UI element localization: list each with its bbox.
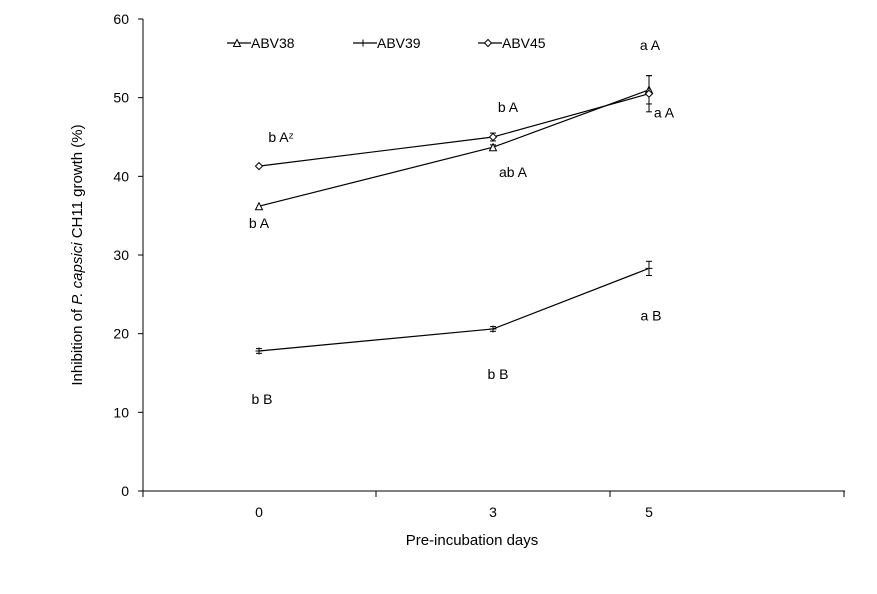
y-tick-label: 60 — [113, 11, 129, 27]
triangle-marker — [254, 201, 264, 211]
legend-item-abv39: ABV39 — [353, 35, 421, 51]
legend-label: ABV45 — [502, 35, 546, 51]
y-axis-title: Inhibition of P. capsici CH11 growth (%) — [69, 124, 86, 385]
triangle-marker — [232, 38, 242, 47]
legend: ABV38 ABV39 ABV45 — [227, 35, 546, 51]
x-axis-title: Pre-incubation days — [406, 532, 539, 549]
y-axis-title-italic: P. capsici — [69, 242, 86, 305]
y-tick-label: 50 — [113, 90, 129, 106]
legend-item-abv45: ABV45 — [478, 35, 546, 51]
y-axis-ticks: 0 10 20 30 40 50 60 — [113, 11, 143, 499]
significance-label: a A — [640, 37, 661, 53]
legend-label: ABV39 — [377, 35, 421, 51]
diamond-marker — [483, 38, 493, 48]
series-abv39 — [255, 260, 653, 355]
significance-label: b A — [249, 215, 270, 231]
series-line — [258, 93, 650, 167]
series-abv38 — [254, 75, 654, 211]
y-tick-label: 20 — [113, 326, 129, 342]
diamond-marker — [254, 161, 264, 171]
y-tick-label: 10 — [113, 404, 129, 420]
series-layer — [254, 75, 654, 355]
significance-label: b A — [498, 99, 519, 115]
x-tick-label: 0 — [255, 504, 263, 520]
significance-label: b B — [487, 366, 508, 382]
triangle-marker — [488, 142, 498, 152]
significance-label: a A — [654, 105, 675, 121]
y-tick-label: 0 — [121, 483, 129, 499]
y-axis-title-suffix: CH11 growth (%) — [69, 124, 86, 242]
y-axis-title-prefix: Inhibition of — [69, 305, 86, 386]
legend-label: ABV38 — [251, 35, 295, 51]
significance-label: b B — [251, 391, 272, 407]
series-line — [258, 267, 650, 352]
significance-label: ab A — [499, 164, 528, 180]
x-tick-label: 3 — [489, 504, 497, 520]
x-axis-ticks: 0 3 5 — [142, 491, 845, 520]
diamond-marker — [488, 132, 498, 142]
significance-label: b Aᶻ — [268, 129, 293, 145]
legend-item-abv38: ABV38 — [227, 35, 295, 51]
diamond-marker — [644, 89, 654, 98]
data-labels: b A ab A a A b B b B a B b Aᶻ b A a A — [249, 37, 675, 407]
x-tick-label: 5 — [645, 504, 653, 520]
series-line — [258, 89, 650, 207]
significance-label: a B — [640, 307, 661, 323]
y-tick-label: 30 — [113, 247, 129, 263]
series-abv45 — [254, 75, 654, 171]
y-tick-label: 40 — [113, 168, 129, 184]
